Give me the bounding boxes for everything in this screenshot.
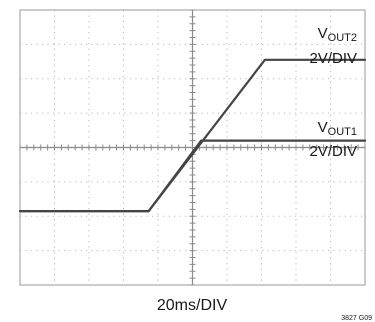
traces [18, 58, 367, 213]
figure-id: 3827 G09 [341, 315, 372, 322]
series-scale-vout1: 2V/DIV [309, 143, 357, 160]
series-scale-vout2: 2V/DIV [309, 50, 357, 67]
trace-vout1 [18, 139, 367, 213]
series-label-vout1: VOUT1 [318, 119, 357, 138]
series-label-vout2: VOUT2 [318, 25, 357, 44]
x-axis-label: 20ms/DIV [157, 297, 228, 314]
grid [19, 9, 366, 286]
